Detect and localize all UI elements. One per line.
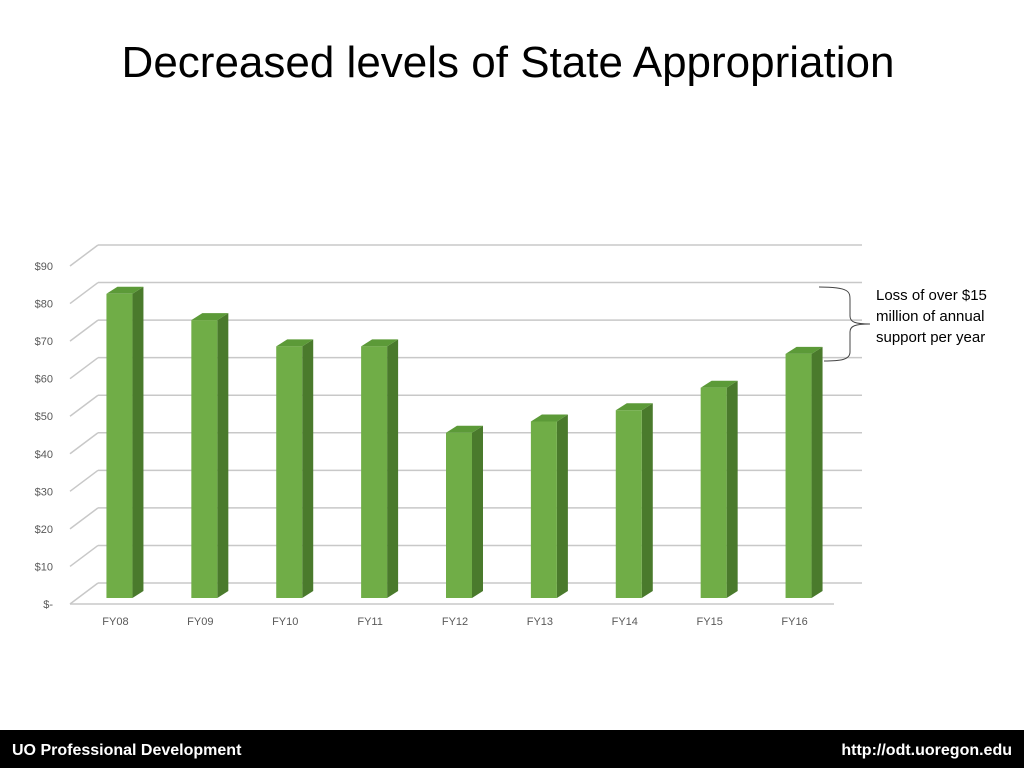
gridline-depth xyxy=(69,582,99,605)
bar-fy10 xyxy=(276,339,314,598)
bar-front-face xyxy=(700,387,727,598)
x-tick-label: FY15 xyxy=(697,616,723,628)
bar-side-face xyxy=(641,403,653,598)
x-tick-label: FY14 xyxy=(612,616,638,628)
gridline-depth xyxy=(69,281,99,305)
bar-front-face xyxy=(530,421,557,598)
bar-side-face xyxy=(556,414,568,598)
footer-org-name: UO Professional Development xyxy=(12,742,242,759)
bar-side-face xyxy=(811,346,823,598)
x-tick-label: FY16 xyxy=(781,616,807,628)
bar-fy16 xyxy=(785,346,823,598)
gridline-depth xyxy=(69,507,99,530)
bar-front-face xyxy=(446,432,472,598)
bar-top-face xyxy=(700,380,738,388)
bar-top-face xyxy=(615,403,653,411)
bar-fy11 xyxy=(361,339,399,598)
bar-side-face xyxy=(472,425,483,598)
y-tick-label: $90 xyxy=(35,261,53,273)
x-tick-label: FY11 xyxy=(357,616,382,628)
y-tick-label: $30 xyxy=(35,486,53,498)
y-tick-label: $50 xyxy=(35,411,53,423)
bar-front-face xyxy=(615,410,642,598)
y-tick-label: $60 xyxy=(35,374,53,386)
bar-front-face xyxy=(191,320,218,598)
y-tick-label: $- xyxy=(43,599,53,611)
bar-front-face xyxy=(361,346,388,598)
slide-title: Decreased levels of State Appropriation xyxy=(121,38,895,87)
x-tick-label: FY13 xyxy=(527,616,553,628)
x-tick-label: FY08 xyxy=(102,616,128,628)
chart-bars xyxy=(106,286,823,598)
bar-top-face xyxy=(191,313,229,321)
footer-bar: UO Professional Development http://odt.u… xyxy=(0,730,1024,768)
bar-front-face xyxy=(785,353,812,598)
y-tick-label: $80 xyxy=(35,299,53,311)
annotation-line-2: million of annual xyxy=(876,308,985,325)
bar-side-face xyxy=(132,286,144,598)
bar-side-face xyxy=(387,339,399,598)
annotation-text: Loss of over $15 million of annual suppo… xyxy=(876,285,1016,348)
x-axis-category-labels: FY08 FY09 FY10 FY11 FY12 FY13 FY14 FY15 FY16 xyxy=(102,616,807,628)
bar-fy14 xyxy=(615,403,653,598)
y-tick-label: $20 xyxy=(35,524,53,536)
gridline-depth xyxy=(69,244,99,267)
gridline-depth xyxy=(69,469,99,492)
x-tick-label: FY10 xyxy=(272,616,298,628)
bar-front-face xyxy=(106,293,133,598)
bar-fy08 xyxy=(106,286,144,598)
y-axis-tick-labels: $- $10 $20 $30 $40 $50 $60 $70 $80 $90 xyxy=(35,261,54,611)
bar-top-face xyxy=(106,286,144,294)
bar-top-face xyxy=(785,346,823,354)
annotation-line-1: Loss of over $15 xyxy=(876,287,987,304)
bar-side-face xyxy=(302,339,314,598)
gridline-depth xyxy=(69,357,99,380)
y-tick-label: $10 xyxy=(35,561,53,573)
bar-fy13 xyxy=(530,414,568,598)
y-tick-label: $70 xyxy=(35,336,53,348)
bar-side-face xyxy=(217,313,229,598)
bar-top-face xyxy=(446,425,483,433)
y-tick-label: $40 xyxy=(35,449,53,461)
x-tick-label: FY09 xyxy=(187,616,213,628)
gridline-depth xyxy=(69,394,99,417)
annotation-brace xyxy=(818,286,871,362)
gridline-depth xyxy=(69,319,99,342)
bar-front-face xyxy=(276,346,303,598)
bar-top-face xyxy=(276,339,314,347)
bar-top-face xyxy=(530,414,568,422)
bar-fy15 xyxy=(700,380,738,598)
bar-side-face xyxy=(726,380,738,598)
annotation-line-3: support per year xyxy=(876,329,986,346)
gridline-depth xyxy=(69,432,99,455)
bar-fy12 xyxy=(446,425,483,598)
gridline-depth xyxy=(69,544,99,568)
footer-url-link[interactable]: http://odt.uoregon.edu xyxy=(841,742,1012,759)
bar-top-face xyxy=(361,339,399,347)
bar-fy09 xyxy=(191,313,229,598)
x-tick-label: FY12 xyxy=(442,616,468,628)
